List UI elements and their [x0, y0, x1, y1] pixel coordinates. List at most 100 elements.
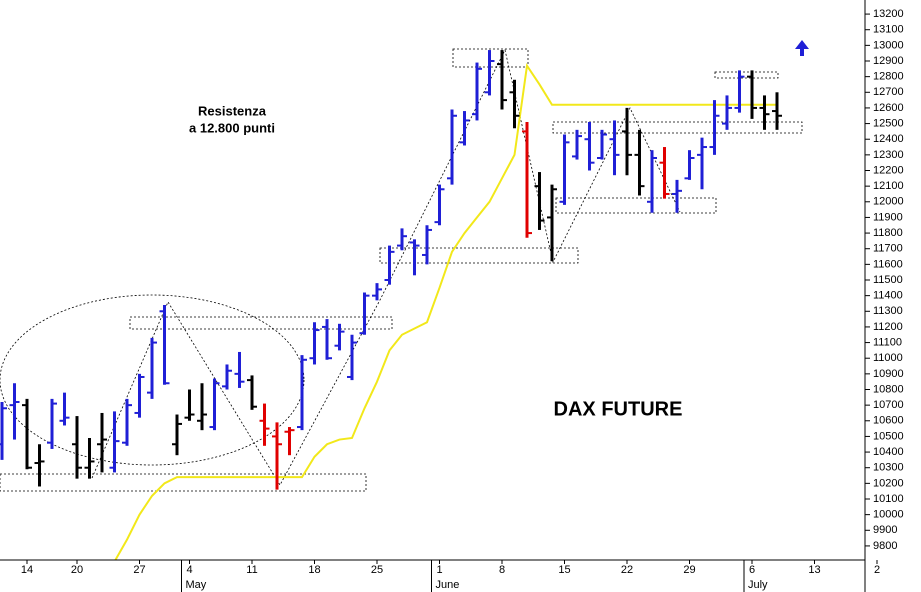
y-tick-label: 10900 — [873, 368, 904, 380]
y-tick-label: 10700 — [873, 399, 904, 411]
trend-lines — [91, 48, 681, 486]
support-zone — [379, 247, 579, 264]
y-tick-label: 10000 — [873, 509, 904, 521]
ohlc-bar — [447, 109, 457, 185]
ohlc-bar — [509, 79, 520, 129]
y-tick-label: 12300 — [873, 149, 904, 161]
x-tick-label: 14 — [21, 564, 33, 576]
y-tick-label: 9800 — [873, 540, 897, 552]
ohlc-bar — [209, 378, 220, 431]
y-tick-label: 12900 — [873, 55, 904, 67]
ohlc-bar — [359, 292, 370, 335]
ohlc-bar — [9, 383, 20, 440]
y-tick-label: 10200 — [873, 477, 904, 489]
ohlc-bar — [147, 337, 157, 399]
y-tick-label: 11000 — [873, 352, 903, 364]
ohlc-bar — [759, 95, 770, 130]
ohlc-bar — [772, 92, 782, 130]
ohlc-bar — [422, 225, 432, 265]
ohlc-bar — [59, 392, 70, 426]
y-tick-label: 13000 — [873, 39, 904, 51]
ohlc-bar — [122, 398, 132, 446]
ohlc-bar — [622, 107, 632, 176]
x-tick-label: 1 — [436, 564, 442, 576]
y-tick-label: 12700 — [873, 86, 904, 98]
chart-title: DAX FUTURE — [554, 398, 683, 420]
ohlc-bar — [434, 184, 445, 226]
ohlc-bar — [222, 364, 232, 390]
ohlc-bar — [372, 283, 382, 301]
ohlc-bar — [647, 150, 657, 213]
annotations — [0, 40, 809, 492]
ohlc-bar — [272, 422, 282, 490]
ohlc-bar — [534, 172, 545, 230]
ohlc-bar — [322, 319, 332, 360]
annotation: a 12.800 punti — [189, 120, 275, 135]
x-tick-label: 11 — [246, 564, 257, 576]
ohlc-bar — [634, 129, 645, 196]
stop-line — [114, 62, 777, 560]
ohlc-bar — [547, 184, 557, 262]
resistance-zone — [452, 48, 529, 68]
ohlc-bar — [334, 323, 345, 351]
ohlc-bar — [159, 305, 170, 385]
ohlc-bar — [597, 129, 607, 160]
y-tick-label: 10100 — [873, 493, 904, 505]
resistance-zone — [714, 71, 779, 79]
ohlc-bar — [609, 120, 620, 176]
ohlc-bar — [397, 228, 407, 251]
ohlc-bar — [522, 122, 532, 238]
x-tick-label: 13 — [808, 564, 820, 576]
y-tick-label: 12500 — [873, 117, 904, 129]
ohlc-bar — [47, 398, 57, 449]
ohlc-bar — [0, 402, 7, 460]
y-tick-label: 9900 — [873, 524, 897, 536]
ohlc-bar — [559, 134, 570, 205]
support-zone — [555, 197, 717, 214]
y-tick-label: 11500 — [873, 274, 903, 286]
ohlc-bar — [684, 150, 695, 180]
annotation: Resistenza — [198, 103, 267, 118]
ohlc-bar — [747, 70, 757, 119]
plot-area — [0, 50, 782, 560]
ohlc-bar — [497, 50, 507, 110]
y-tick-label: 13200 — [873, 8, 904, 20]
ohlc-bar — [309, 322, 320, 365]
y-tick-label: 10300 — [873, 462, 904, 474]
y-tick-label: 11100 — [873, 336, 902, 348]
ohlc-bar — [197, 383, 207, 431]
y-tick-label: 12400 — [873, 133, 904, 145]
ohlc-bar — [259, 403, 270, 446]
ohlc-bar — [672, 179, 682, 213]
ohlc-bar — [484, 50, 495, 96]
ohlc-bar — [347, 334, 357, 381]
ohlc-bar — [384, 245, 395, 285]
x-tick-label: 8 — [499, 564, 505, 576]
y-tick-label: 11600 — [873, 258, 903, 270]
support-zone — [552, 121, 803, 134]
y-tick-label: 10800 — [873, 383, 904, 395]
ohlc-bar — [297, 355, 307, 431]
y-tick-label: 11200 — [873, 321, 903, 333]
ohlc-bar — [284, 427, 295, 456]
ohlc-bar — [572, 129, 582, 160]
ohlc-bar — [734, 70, 745, 113]
ohlc-bar — [84, 437, 95, 479]
x-tick-label: 25 — [371, 564, 383, 576]
x-tick-label: 22 — [621, 564, 633, 576]
support-zone — [0, 473, 367, 492]
pattern-ellipse — [0, 294, 305, 466]
y-tick-label: 12200 — [873, 164, 904, 176]
x-tick-label: 4 — [186, 564, 192, 576]
ohlc-bar — [134, 373, 145, 418]
y-tick-label: 12100 — [873, 180, 904, 192]
ohlc-bar — [697, 137, 707, 190]
ohlc-bar — [659, 147, 670, 199]
ohlc-bar — [584, 122, 595, 171]
ohlc-bar — [247, 375, 257, 410]
ohlc-bar — [97, 412, 107, 473]
ohlc-bar — [184, 389, 195, 421]
ohlc-bar — [172, 414, 182, 456]
